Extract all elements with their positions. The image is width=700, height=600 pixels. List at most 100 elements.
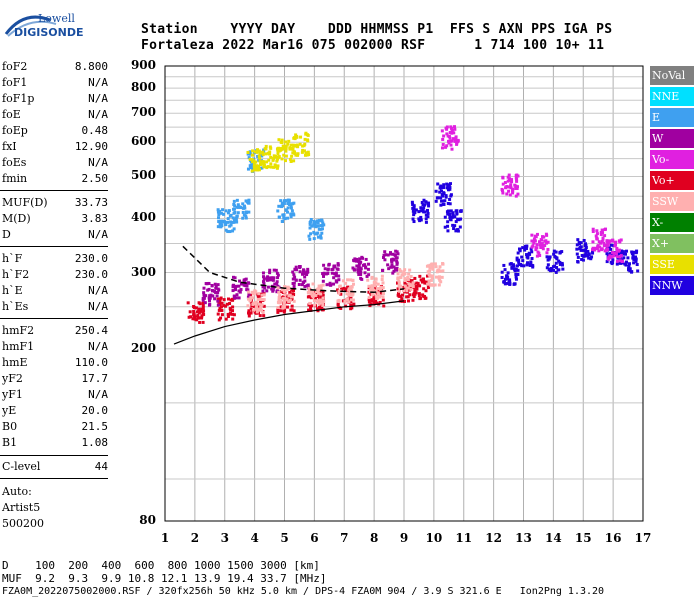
data-point-nnw — [446, 220, 450, 224]
data-point-w — [208, 294, 212, 298]
data-point-e — [217, 216, 221, 220]
data-point-nnw — [438, 190, 442, 194]
data-point-vo — [336, 301, 340, 305]
legend-item-vo: Vo+ — [650, 171, 694, 190]
data-point-e — [227, 209, 231, 213]
data-point-ssw — [317, 302, 321, 306]
data-point-vo — [192, 305, 196, 309]
data-point-vo — [615, 255, 619, 259]
data-point-w — [395, 268, 399, 272]
data-point-ssw — [290, 295, 294, 299]
data-point-nnw — [634, 259, 638, 263]
data-point-vo — [441, 137, 445, 141]
data-point-vo — [262, 314, 266, 318]
y-tick-label: 700 — [130, 105, 156, 120]
data-point-ssw — [278, 294, 282, 298]
data-point-nnw — [458, 225, 462, 229]
data-point-vo — [602, 244, 606, 248]
data-point-sse — [275, 157, 279, 161]
data-point-ssw — [438, 269, 442, 273]
data-point-ssw — [381, 281, 385, 285]
data-point-w — [211, 294, 215, 298]
data-point-nnw — [439, 203, 443, 207]
param-key: yF1 — [2, 388, 23, 401]
data-point-e — [235, 205, 239, 209]
data-point-ssw — [398, 286, 402, 290]
data-point-vo — [447, 134, 451, 138]
data-point-nnw — [421, 203, 425, 207]
param-value: N/A — [88, 388, 108, 401]
data-point-vo — [444, 145, 448, 149]
data-point-vo — [397, 294, 401, 298]
data-point-vo — [367, 300, 371, 304]
data-point-sse — [269, 155, 273, 159]
data-point-ssw — [246, 304, 250, 308]
data-point-nnw — [630, 270, 634, 274]
param-value: 21.5 — [81, 420, 109, 433]
x-tick-label: 6 — [310, 531, 319, 545]
data-point-vo — [619, 238, 623, 242]
param-value: 230.0 — [74, 268, 108, 281]
data-point-w — [330, 268, 334, 272]
data-point-w — [276, 273, 280, 277]
data-point-vo — [378, 300, 382, 304]
data-point-ssw — [255, 310, 259, 314]
data-point-vo — [594, 234, 598, 238]
data-point-sse — [292, 144, 296, 148]
data-point-e — [308, 221, 312, 225]
data-point-vo — [538, 253, 542, 257]
data-point-w — [233, 296, 237, 300]
data-point-w — [210, 284, 214, 288]
param-key: h`F2 — [2, 268, 30, 281]
data-point-nnw — [582, 238, 586, 242]
data-point-ssw — [250, 290, 254, 294]
data-point-vo — [533, 234, 537, 238]
data-point-e — [247, 156, 251, 160]
param-value: N/A — [88, 108, 108, 121]
data-point-w — [266, 285, 270, 289]
data-point-vo — [408, 293, 412, 297]
data-point-sse — [259, 151, 263, 155]
data-point-vo — [287, 296, 291, 300]
data-point-nnw — [449, 193, 453, 197]
data-point-e — [289, 206, 293, 210]
data-point-nnw — [448, 197, 452, 201]
data-point-sse — [255, 164, 259, 168]
data-point-w — [333, 272, 337, 276]
data-point-ssw — [252, 292, 256, 296]
param-yf2: yF2 17.7 — [2, 372, 108, 387]
data-point-ssw — [251, 302, 255, 306]
data-point-sse — [296, 145, 300, 149]
data-point-sse — [264, 147, 268, 151]
data-point-e — [282, 216, 286, 220]
auto-program: Artist5 — [2, 501, 41, 514]
data-point-e — [236, 203, 240, 207]
data-point-nnw — [584, 245, 588, 249]
data-point-vo — [307, 295, 311, 299]
data-point-vo — [417, 292, 421, 296]
data-point-w — [265, 289, 269, 293]
data-point-nnw — [576, 238, 580, 242]
data-point-nnw — [412, 220, 416, 224]
data-point-w — [301, 271, 305, 275]
data-point-nnw — [500, 276, 504, 280]
data-point-vo — [288, 290, 292, 294]
data-point-w — [306, 267, 310, 271]
param-value: 12.90 — [74, 140, 108, 153]
data-point-sse — [261, 153, 265, 157]
data-point-nnw — [414, 208, 418, 212]
data-point-vo — [617, 248, 621, 252]
data-point-ssw — [254, 305, 258, 309]
data-point-w — [396, 252, 400, 256]
data-point-sse — [264, 152, 268, 156]
data-point-ssw — [283, 293, 287, 297]
data-point-nnw — [547, 268, 551, 272]
data-point-w — [337, 278, 341, 282]
data-point-w — [237, 296, 241, 300]
data-point-ssw — [376, 282, 380, 286]
data-point-vo — [292, 289, 296, 293]
data-point-w — [203, 301, 207, 305]
data-point-sse — [262, 164, 266, 168]
data-point-sse — [295, 143, 299, 147]
data-point-sse — [279, 140, 283, 144]
